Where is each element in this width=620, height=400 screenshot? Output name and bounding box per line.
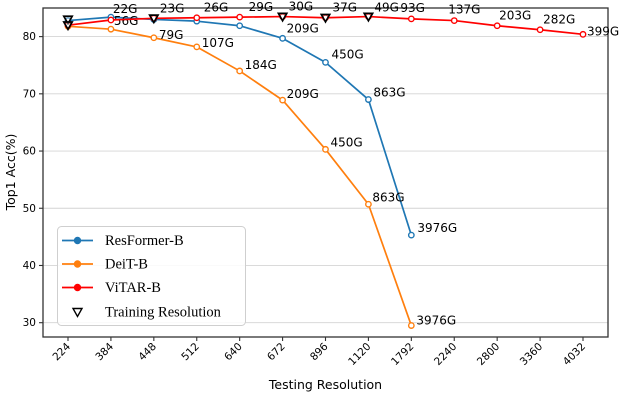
data-point-marker [107,25,115,33]
data-point-marker [407,15,415,23]
data-point-marker [407,322,415,329]
legend-item-deit-b: DeiT-B [62,257,148,273]
x-tick-label: 896 [308,340,331,363]
x-tick-label: 3360 [518,341,545,368]
y-tick-label: 50 [23,203,36,215]
legend-label: ViTAR-B [105,280,161,296]
flops-annotation: 863G [373,86,405,100]
x-tick-label: 672 [265,341,288,364]
data-point-marker [579,30,587,38]
flops-annotation: 184G [245,58,277,72]
legend-marker-icon [73,236,82,245]
y-tick-label: 70 [23,88,36,100]
flops-annotation: 37G [333,1,358,15]
data-point-marker [450,17,458,24]
data-point-marker [536,26,544,34]
flops-annotation: 863G [372,190,404,204]
flops-annotations-deit-b: 56G 79G 107G 184G 209G 450G 863G 3976G [114,14,456,327]
x-tick-label: 512 [179,341,202,364]
triangle-down-icon [319,13,332,24]
legend-label: ResFormer-B [105,233,184,249]
flops-annotation: 107G [202,36,234,50]
flops-annotation: 203G [499,9,531,23]
y-tick-label: 40 [23,260,36,272]
triangle-down-icon [276,12,289,23]
legend-triangle-down-icon [71,307,84,318]
data-point-marker [322,58,329,66]
data-point-marker [407,231,415,239]
flops-annotation: 209G [287,87,319,101]
flops-annotation: 29G [249,0,274,14]
data-point-marker [107,16,115,24]
flops-annotation: 450G [331,135,363,149]
x-tick-label: 2800 [475,341,502,368]
flops-annotation: 23G [160,1,185,15]
legend: ResFormer-B DeiT-B ViTAR-B Training Resolut… [57,226,246,326]
data-point-marker [279,96,286,104]
legend-label: DeiT-B [105,257,148,273]
triangle-down-icon [148,14,160,25]
data-point-marker [236,67,244,75]
data-point-marker [365,96,372,103]
triangle-down-icon [62,15,74,26]
legend-box [57,226,246,326]
x-tick-label: 448 [136,341,159,364]
flops-annotation: 30G [289,0,314,14]
series-deit-b [64,22,415,329]
data-point-marker [193,14,201,22]
flops-annotations-vitar-b: 22G 23G 26G 29G 30G 37G 49G 93G 137G 203G 282G 399G [113,0,619,38]
flops-annotation: 22G [113,2,138,16]
x-axis-ticks: 224 384 448 512 640 672 896 1120 1792 2240 2800 336… [50,337,588,368]
data-point-marker [236,22,244,30]
triangle-down-icon [62,21,74,32]
y-tick-label: 30 [23,317,36,329]
legend-marker-icon [73,283,82,292]
flops-annotation: 399G [587,24,619,38]
x-tick-label: 1120 [346,341,373,368]
flops-annotation: 26G [204,1,229,15]
flops-annotations-resformer-b: 209G 450G 863G 3976G [287,21,458,235]
training-resolution-markers [62,12,375,32]
data-point-marker [193,43,201,51]
y-tick-label: 80 [23,31,36,43]
flops-annotation: 282G [543,13,575,27]
x-tick-label: 1792 [389,341,416,368]
legend-marker-icon [73,260,82,268]
flops-annotation: 56G [114,14,139,28]
x-tick-label: 640 [222,341,245,364]
flops-annotation: 93G [400,1,425,15]
legend-label: Training Resolution [105,305,222,321]
flops-annotation: 450G [332,47,364,61]
legend-item-vitar-b: ViTAR-B [62,280,161,296]
data-point-marker [322,145,329,153]
data-point-marker [150,34,158,42]
flops-annotation: 209G [287,21,319,35]
y-axis-ticks: 30 40 50 60 70 80 [23,31,43,329]
data-point-marker [236,13,244,21]
data-point-marker [493,22,501,30]
data-point-marker [365,200,372,208]
x-tick-label: 224 [50,340,73,363]
x-tick-label: 2240 [432,341,459,368]
legend-item-training-resolution: Training Resolution [71,305,222,321]
flops-annotation: 137G [448,3,480,17]
flops-annotation: 3976G [417,221,457,235]
y-axis-label: Top1 Acc(%) [3,134,18,212]
flops-annotation: 79G [159,28,184,42]
x-tick-label: 384 [93,340,116,363]
flops-annotation: 3976G [416,314,456,328]
x-tick-label: 4032 [561,341,588,368]
triangle-down-icon [362,12,375,23]
data-point-marker [279,34,286,42]
x-axis-label: Testing Resolution [268,377,382,392]
flops-annotation: 49G [374,1,399,15]
y-tick-label: 60 [23,146,36,158]
legend-item-resformer-b: ResFormer-B [62,233,184,249]
